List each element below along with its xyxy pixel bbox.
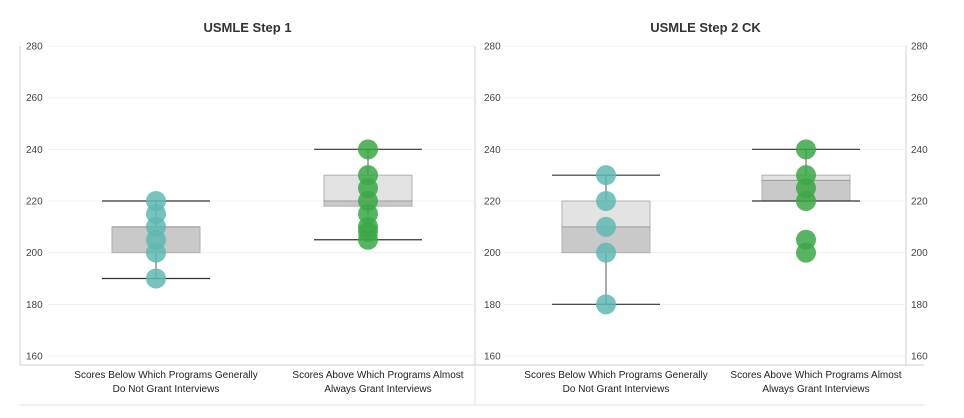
data-point bbox=[358, 139, 378, 160]
data-point bbox=[796, 165, 816, 186]
y-tick-label-right: 200 bbox=[911, 248, 928, 259]
chart-title-step1: USMLE Step 1 bbox=[203, 20, 292, 35]
y-tick-label: 200 bbox=[484, 248, 501, 259]
y-tick-label-right: 280 bbox=[911, 42, 928, 53]
y-tick-label: 180 bbox=[484, 300, 501, 311]
x-category-label: Scores Below Which Programs Generally bbox=[524, 370, 707, 381]
y-tick-label: 240 bbox=[26, 145, 43, 156]
data-point bbox=[596, 294, 616, 315]
data-point bbox=[358, 165, 378, 186]
y-tick-label: 200 bbox=[26, 248, 43, 259]
x-category-label: Scores Above Which Programs Almost bbox=[730, 370, 901, 381]
y-tick-label: 280 bbox=[26, 42, 43, 53]
data-point bbox=[596, 216, 616, 237]
chart-title-step2ck: USMLE Step 2 CK bbox=[650, 20, 761, 35]
x-category-label: Scores Below Which Programs Generally bbox=[74, 370, 257, 381]
x-category-label: Scores Above Which Programs Almost bbox=[292, 370, 463, 381]
chart-panel-0: 160 180 200 220 240 260 280 Scores Below Which … bbox=[26, 42, 475, 395]
data-point bbox=[146, 191, 166, 211]
y-tick-label: 240 bbox=[484, 145, 501, 156]
y-tick-label-right: 160 bbox=[911, 352, 928, 363]
chart-panel-1: 160 160 180 180 200 200 220 220 240 240 260 260 280 2… bbox=[484, 42, 928, 396]
data-point bbox=[796, 139, 816, 160]
y-tick-label: 260 bbox=[26, 93, 43, 104]
data-point bbox=[596, 191, 616, 211]
y-tick-label: 160 bbox=[26, 352, 43, 363]
y-tick-label-right: 240 bbox=[911, 145, 928, 156]
data-point bbox=[796, 229, 816, 250]
y-tick-label: 220 bbox=[484, 197, 501, 208]
y-tick-label: 280 bbox=[484, 42, 501, 53]
y-tick-label: 180 bbox=[26, 300, 43, 311]
y-tick-label: 220 bbox=[26, 197, 43, 208]
x-category-label: Do Not Grant Interviews bbox=[113, 384, 220, 395]
data-point bbox=[146, 268, 166, 289]
x-category-label: Always Grant Interviews bbox=[762, 384, 869, 395]
y-tick-label-right: 220 bbox=[911, 197, 928, 208]
data-point bbox=[596, 165, 616, 186]
y-tick-label: 160 bbox=[484, 352, 501, 363]
x-category-label: Do Not Grant Interviews bbox=[563, 384, 670, 395]
x-category-label: Always Grant Interviews bbox=[324, 384, 431, 395]
data-point bbox=[596, 242, 616, 263]
y-tick-label-right: 260 bbox=[911, 93, 928, 104]
y-tick-label: 260 bbox=[484, 93, 501, 104]
y-tick-label-right: 180 bbox=[911, 300, 928, 311]
